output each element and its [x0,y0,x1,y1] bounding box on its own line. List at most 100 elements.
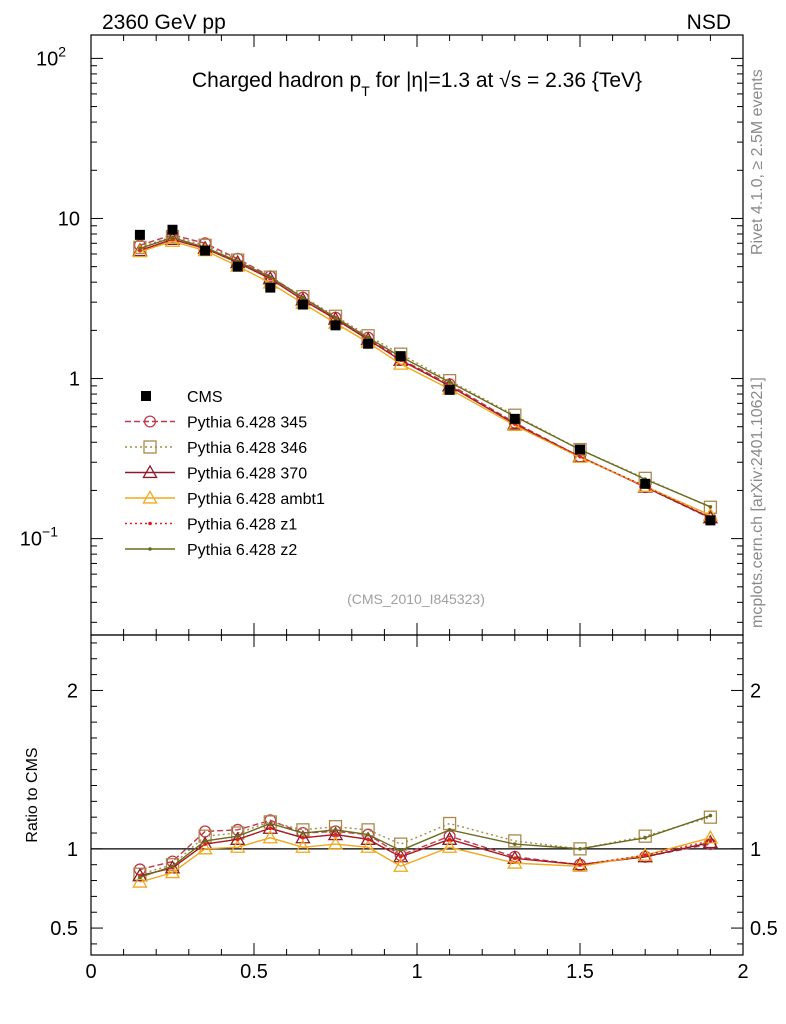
data-point [444,384,455,395]
ratio-plot-ticks [90,635,744,955]
rivet-version-label: Rivet 4.1.0, ≥ 2.5M events [749,69,766,255]
marker-triangle [392,858,409,872]
legend-label: Pythia 6.428 z1 [187,517,297,534]
data-point [200,245,211,256]
data-point [265,282,276,293]
marker-dot [447,837,452,842]
marker-square [328,820,343,834]
marker-triangle [327,836,344,850]
x-tick-label: 1.5 [566,961,594,983]
ratio-y-tick-label-right: 1 [750,839,761,861]
marker-dot [301,295,305,300]
marker-square [296,823,310,837]
marker-dot [366,832,370,837]
legend-marker [148,521,152,526]
ratio-plot-frame [90,634,744,956]
series-line [139,238,711,518]
ratio-y-tick-label-right: 0.5 [750,918,778,940]
marker-dot [643,853,647,857]
legend-label: Pythia 6.428 345 [187,415,307,432]
marker-dot [708,505,713,509]
marker-dot [268,275,273,279]
data-point [363,338,374,349]
marker-dot [578,847,582,851]
legend-label: CMS [187,389,223,406]
marker-triangle [262,829,279,844]
marker-triangle [441,839,458,853]
marker-square [703,500,718,514]
marker-triangle [262,820,279,834]
marker-dot [203,839,207,843]
y-tick-label: 10−1 [20,524,58,551]
marker-triangle [327,826,344,841]
marker-triangle [702,834,719,849]
marker-dot [366,335,370,340]
marker-dot [447,380,452,384]
marker-dot [235,837,240,842]
marker-triangle [295,839,311,853]
marker-dot [578,454,582,459]
marker-dot [578,862,582,867]
marker-triangle [360,831,376,845]
legend-label: Pythia 6.428 346 [187,440,307,457]
legend-marker [148,547,152,551]
marker-triangle [197,840,213,855]
legend-label: Pythia 6.428 ambt1 [187,491,325,508]
header-process-label: NSD [687,11,731,34]
ratio-plot-panel: 0.5 0.5 1 1 2 2 0 0.5 1 1.5 2 Ratio to CMS [24,634,778,983]
data-point [575,444,585,455]
marker-dot [333,828,338,832]
legend-marker [142,490,158,504]
series-line [139,236,711,508]
legend-label: Pythia 6.428 z2 [187,542,297,559]
marker-dot [447,828,452,832]
marker-dot [268,821,273,826]
marker-dot [138,875,142,880]
marker-dot [333,832,338,837]
header-energy-label: 2360 GeV pp [102,11,226,34]
ratio-plot-x-tick-labels: 0 0.5 1 1.5 2 [85,961,748,983]
legend-label: Pythia 6.428 370 [187,466,307,483]
series-line [139,819,711,871]
legend-marker [142,464,158,479]
main-plot-y-tick-labels: 10−1 1 10 102 [20,43,80,550]
marker-dot [366,837,370,842]
marker-square [133,240,147,255]
marker-triangle [132,874,148,888]
series-line [139,827,711,877]
ratio-y-tick-label-right: 2 [750,680,761,702]
ratio-y-axis-label: Ratio to CMS [24,747,41,842]
marker-dot [513,842,517,846]
legend: CMS Pythia 6.428 345 Pythia 6.428 346 Pythi… [125,389,325,559]
marker-triangle [637,847,653,861]
data-point [297,299,308,310]
marker-triangle [507,855,523,869]
marker-dot [513,856,517,861]
marker-dot [333,315,338,320]
legend-marker [143,415,157,428]
legend-marker [143,440,157,454]
ratio-y-tick-label-left: 0.5 [50,918,78,940]
marker-triangle [164,864,181,879]
marker-dot [708,813,713,818]
marker-triangle [392,356,409,370]
marker-dot [170,235,175,240]
y-tick-label: 102 [36,43,66,70]
series-line [139,814,711,879]
legend-marker [141,391,151,401]
analysis-tag: (CMS_2010_I845323) [347,591,485,607]
marker-square [508,834,522,848]
ratio-plot-y-tick-labels: 0.5 0.5 1 1 2 2 [50,680,778,940]
marker-triangle [441,831,458,845]
marker-square [165,858,180,872]
marker-dot [708,839,713,843]
data-point [395,351,406,362]
marker-triangle [132,243,148,258]
main-plot-ticks [90,35,744,635]
main-plot-panel: 10−1 1 10 102 Charged hadron pT for |η|=1.3… [20,34,744,636]
y-tick-label: 1 [69,369,80,391]
marker-square [442,816,457,831]
data-point [167,224,178,235]
marker-triangle [572,449,588,463]
